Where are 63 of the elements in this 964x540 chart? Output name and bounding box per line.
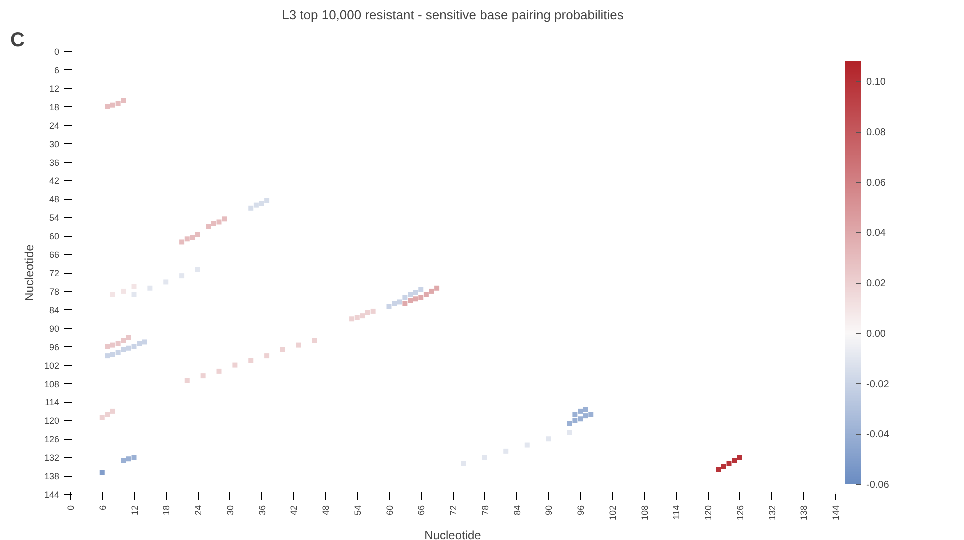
- y-tick-label: 114: [45, 398, 60, 408]
- y-tick-label: 54: [49, 213, 60, 224]
- y-tick-label: 126: [44, 434, 60, 445]
- y-tick-label: 132: [44, 453, 60, 464]
- color-bar-label: -0.06: [866, 480, 890, 491]
- y-tick-label: 18: [49, 102, 60, 112]
- y-tick-label: 0: [54, 47, 60, 57]
- x-tick-label: 36: [257, 505, 268, 516]
- y-tick-label: 138: [44, 472, 60, 482]
- x-tick-label: 102: [608, 505, 618, 521]
- y-tick-label: 144: [44, 490, 60, 500]
- x-tick-label: 96: [576, 505, 586, 516]
- x-tick-label: 84: [512, 505, 522, 516]
- color-bar-label: -0.02: [866, 379, 890, 390]
- x-tick-label: 54: [352, 505, 363, 516]
- y-tick-label: 30: [49, 139, 60, 150]
- y-tick-label: 6: [54, 65, 60, 76]
- y-tick-label: 72: [49, 268, 60, 278]
- x-tick-label: 138: [799, 505, 810, 521]
- text: C: [10, 30, 25, 52]
- y-tick-label: 66: [49, 250, 60, 260]
- x-tick-label: 78: [480, 505, 490, 516]
- y-tick-label: 48: [49, 194, 60, 205]
- color-bar-label: 0.06: [866, 178, 886, 189]
- y-tick-label: 102: [44, 360, 60, 371]
- color-bar-label: -0.04: [866, 430, 890, 441]
- x-axis-title: Nucleotide: [424, 528, 482, 540]
- y-tick-label: 96: [49, 342, 60, 352]
- x-tick-label: 90: [544, 505, 554, 516]
- y-tick-label: 90: [49, 324, 60, 334]
- x-tick-label: 12: [130, 505, 140, 516]
- color-bar-label: 0.04: [866, 228, 886, 240]
- x-tick-label: 6: [98, 505, 108, 511]
- y-tick-label: 120: [44, 416, 60, 426]
- y-tick-label: 78: [49, 286, 60, 297]
- color-bar-label: 0.02: [866, 278, 886, 290]
- color-bar-label: 0.00: [866, 328, 886, 340]
- y-tick-label: 84: [49, 305, 60, 316]
- x-tick-label: 120: [704, 505, 714, 521]
- y-axis-title: Nucleotide: [22, 244, 36, 302]
- x-tick-label: 126: [735, 505, 746, 521]
- x-tick-label: 18: [162, 505, 172, 516]
- y-tick-label: 60: [49, 232, 60, 242]
- x-tick-label: 42: [289, 505, 300, 516]
- x-tick-label: 108: [640, 505, 650, 521]
- color-bar-label: 0.10: [866, 77, 886, 88]
- x-tick-label: 72: [448, 505, 458, 516]
- x-tick-label: 48: [321, 505, 331, 516]
- y-tick-label: 36: [49, 158, 60, 168]
- x-tick-label: 114: [672, 505, 682, 520]
- x-tick-label: 144: [831, 505, 841, 521]
- x-tick-label: 60: [384, 505, 395, 516]
- x-tick-label: 66: [416, 505, 427, 516]
- x-tick-label: 132: [767, 505, 778, 521]
- y-tick-label: 12: [49, 84, 60, 94]
- y-tick-label: 108: [44, 379, 60, 390]
- x-tick-label: 0: [66, 505, 76, 511]
- x-tick-label: 24: [194, 505, 204, 516]
- color-bar-label: 0.08: [866, 128, 886, 138]
- y-tick-label: 42: [49, 176, 60, 186]
- chart-title: L3 top 10,000 resistant - sensitive base pairing probabilities: [282, 8, 624, 22]
- y-tick-label: 24: [49, 120, 60, 131]
- x-tick-label: 30: [225, 505, 236, 516]
